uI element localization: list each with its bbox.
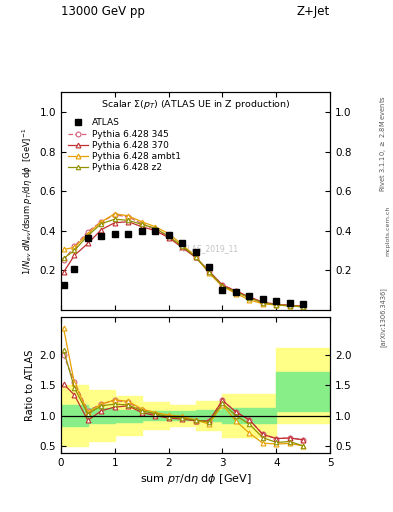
Text: Z+Jet: Z+Jet xyxy=(297,5,330,18)
Y-axis label: Ratio to ATLAS: Ratio to ATLAS xyxy=(25,350,35,421)
Text: Rivet 3.1.10, $\geq$ 2.8M events: Rivet 3.1.10, $\geq$ 2.8M events xyxy=(378,95,388,192)
Text: Scalar $\Sigma(p_T)$ (ATLAS UE in Z production): Scalar $\Sigma(p_T)$ (ATLAS UE in Z prod… xyxy=(101,98,290,111)
Text: ATLAS_2019_11: ATLAS_2019_11 xyxy=(179,244,239,253)
Text: [arXiv:1306.3436]: [arXiv:1306.3436] xyxy=(380,288,387,347)
X-axis label: sum $p_T$/d$\eta$ d$\phi$ [GeV]: sum $p_T$/d$\eta$ d$\phi$ [GeV] xyxy=(140,472,251,486)
Legend: ATLAS, Pythia 6.428 345, Pythia 6.428 370, Pythia 6.428 ambt1, Pythia 6.428 z2: ATLAS, Pythia 6.428 345, Pythia 6.428 37… xyxy=(68,118,181,173)
Text: mcplots.cern.ch: mcplots.cern.ch xyxy=(386,205,391,255)
Text: 13000 GeV pp: 13000 GeV pp xyxy=(61,5,145,18)
Y-axis label: $1/N_{ev}$ $dN_{ev}$/dsum $p_T$/d$\eta$ d$\phi$  [GeV]$^{-1}$: $1/N_{ev}$ $dN_{ev}$/dsum $p_T$/d$\eta$ … xyxy=(21,127,35,274)
